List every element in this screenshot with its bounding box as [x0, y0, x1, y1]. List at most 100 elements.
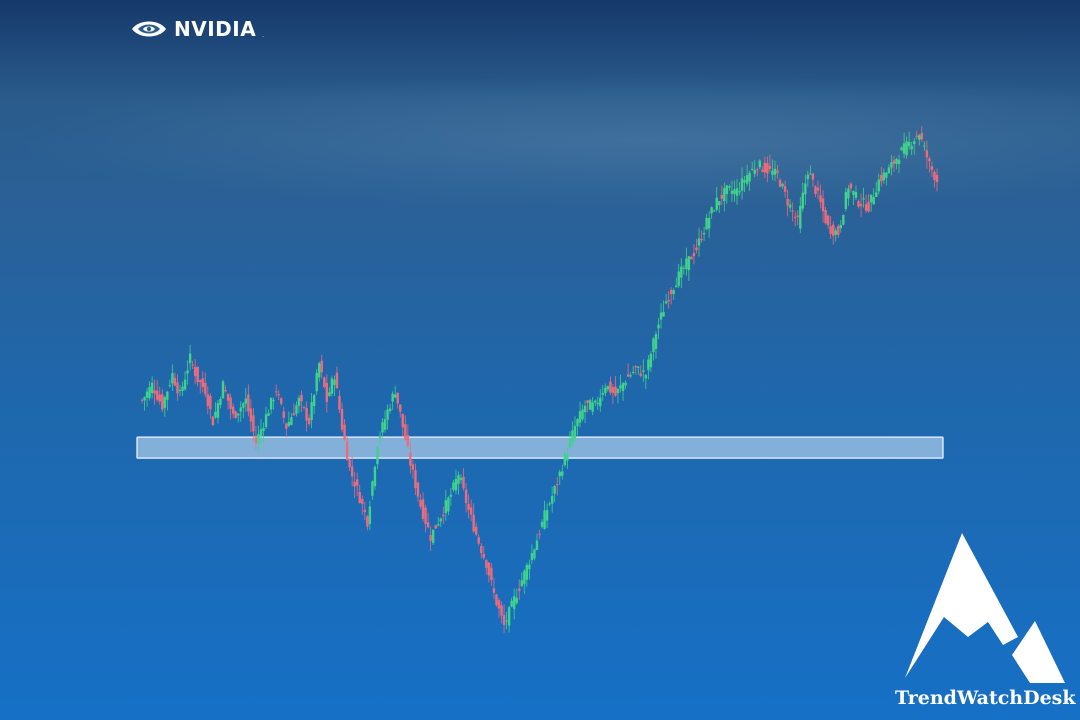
- candle-body: [333, 379, 336, 385]
- candle-body: [733, 189, 736, 195]
- candle-body: [601, 392, 604, 395]
- candle-body: [264, 414, 268, 428]
- candle-body: [907, 141, 911, 147]
- candle-body: [806, 174, 810, 180]
- candle-body: [624, 382, 627, 386]
- candle-body: [844, 191, 848, 209]
- candle-body: [221, 381, 225, 399]
- candle-body: [173, 377, 177, 386]
- support-zone: [136, 436, 944, 459]
- candle-body: [743, 180, 746, 183]
- candle-body: [186, 370, 189, 374]
- candle-body: [685, 258, 688, 270]
- candle-body: [386, 409, 389, 420]
- candle-body: [647, 359, 650, 371]
- candle-body: [672, 290, 675, 294]
- candle-body: [490, 567, 493, 580]
- candle-body: [852, 191, 855, 195]
- candle-body: [454, 478, 458, 491]
- candle-body: [621, 383, 625, 391]
- candle-body: [902, 143, 906, 154]
- candle-body: [148, 386, 151, 398]
- candle-body: [318, 363, 321, 378]
- candle-body: [358, 491, 361, 503]
- candle-body: [515, 597, 518, 604]
- candle-body: [366, 516, 369, 527]
- candle-body: [302, 406, 306, 408]
- candle-body: [414, 470, 417, 489]
- candle-body: [920, 133, 924, 140]
- candle-body: [748, 172, 751, 182]
- candle-body: [262, 427, 265, 431]
- candle-body: [614, 386, 617, 396]
- candle-body: [781, 183, 784, 187]
- candle-body: [199, 380, 202, 383]
- candle-body: [799, 205, 802, 229]
- candle-body: [335, 372, 339, 389]
- candle-body: [837, 226, 840, 235]
- candle-body: [502, 614, 506, 625]
- candle-body: [930, 166, 934, 171]
- candle-body: [548, 503, 551, 505]
- candle-body: [469, 507, 473, 515]
- candle-body: [426, 522, 430, 528]
- candle-body: [566, 454, 569, 461]
- candle-body: [363, 509, 367, 513]
- candle-body: [459, 477, 463, 481]
- candle-body: [518, 588, 521, 591]
- candle-body: [401, 413, 404, 428]
- candle-body: [824, 209, 827, 224]
- brand-name: TrendWatchDesk: [895, 687, 1076, 709]
- candle-body: [821, 198, 825, 212]
- candle-body: [280, 398, 283, 404]
- candle-body: [543, 510, 546, 529]
- candle-body: [652, 338, 655, 352]
- candle-body: [599, 397, 602, 407]
- candle-body: [766, 163, 769, 174]
- candle-body: [804, 183, 807, 195]
- candle-body: [862, 198, 865, 200]
- candle-body: [480, 546, 483, 553]
- candle-body: [512, 596, 516, 609]
- candle-body: [287, 421, 291, 427]
- candle-body: [872, 197, 875, 205]
- candle-body: [556, 484, 559, 486]
- candle-body: [783, 186, 787, 192]
- candle-body: [801, 192, 805, 209]
- nvidia-logo: NVIDIA .: [130, 15, 264, 43]
- candle-body: [773, 168, 777, 175]
- candle-body: [877, 179, 880, 192]
- candle-body: [786, 198, 789, 206]
- candle-body: [692, 252, 696, 257]
- candle-body: [267, 413, 270, 416]
- candle-body: [545, 510, 549, 521]
- candle-body: [738, 191, 741, 193]
- candle-body: [675, 285, 678, 288]
- candle-body: [497, 600, 501, 609]
- candle-body: [568, 439, 572, 448]
- candle-body: [540, 521, 544, 527]
- candle-body: [571, 430, 574, 443]
- candle-body: [171, 373, 174, 384]
- candle-body: [307, 418, 311, 425]
- candle-body: [239, 407, 242, 412]
- candle-body: [695, 247, 698, 251]
- candle-body: [424, 507, 427, 524]
- candle-body: [809, 173, 812, 175]
- candle-body: [905, 141, 908, 156]
- candle-body: [277, 394, 280, 396]
- candle-body: [492, 588, 496, 593]
- candle-body: [206, 394, 210, 406]
- candle-body: [649, 353, 653, 368]
- candle-body: [756, 169, 759, 171]
- candle-body: [712, 210, 716, 212]
- candle-body: [254, 437, 258, 444]
- candle-body: [583, 405, 587, 413]
- candle-body: [505, 620, 508, 622]
- candle-body: [606, 386, 610, 390]
- candle-body: [750, 168, 754, 170]
- candle-body: [216, 403, 220, 418]
- candle-body: [282, 411, 285, 418]
- candle-body: [442, 514, 445, 516]
- candle-body: [834, 230, 837, 235]
